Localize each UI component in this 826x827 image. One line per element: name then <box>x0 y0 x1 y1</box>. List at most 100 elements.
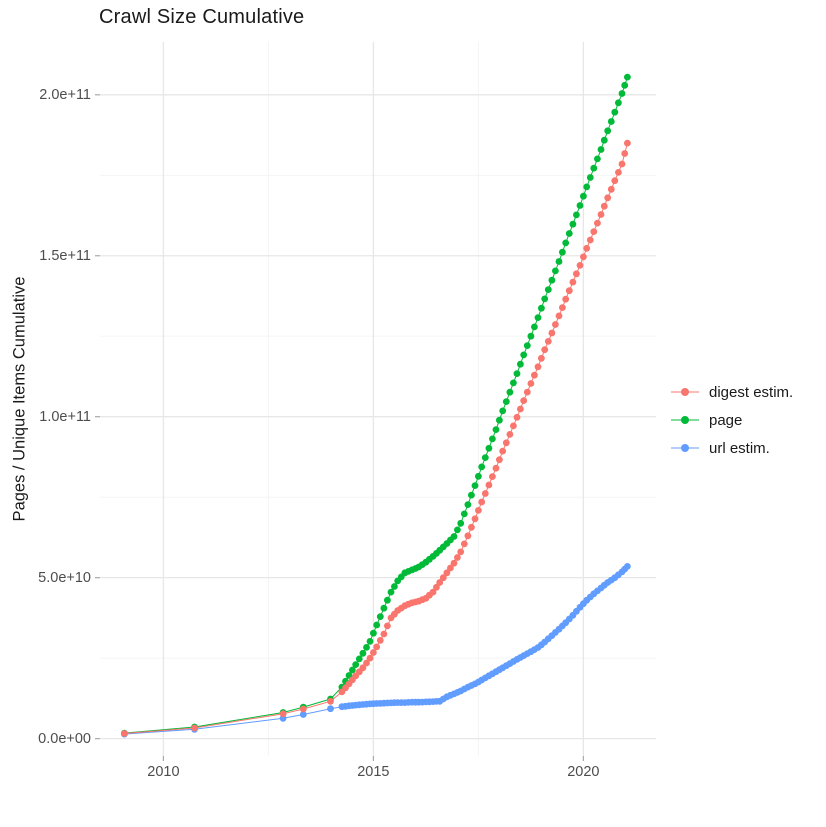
data-point <box>355 655 363 663</box>
data-point <box>590 164 598 172</box>
y-tick-label: 0.0e+00 <box>38 730 91 747</box>
data-point <box>475 507 482 514</box>
data-point <box>485 481 493 489</box>
data-point <box>475 472 482 480</box>
data-point <box>499 407 507 415</box>
data-point <box>624 563 631 570</box>
data-point <box>391 583 398 590</box>
data-point <box>611 108 619 116</box>
data-point <box>443 569 451 577</box>
data-point <box>492 464 500 472</box>
legend: digest estim. page url estim. <box>670 378 793 462</box>
legend-key-dot <box>681 388 689 396</box>
data-point <box>499 447 507 455</box>
data-point <box>586 236 594 244</box>
x-tick-label: 2020 <box>567 764 600 780</box>
data-point <box>531 323 538 331</box>
data-point <box>380 604 388 612</box>
data-point <box>191 724 198 732</box>
data-point <box>481 490 489 497</box>
data-point <box>538 354 545 362</box>
data-point <box>534 363 542 371</box>
data-point <box>513 370 521 377</box>
legend-key-dot <box>681 416 689 424</box>
data-point <box>621 81 629 89</box>
data-point <box>502 439 510 447</box>
data-point <box>562 295 570 303</box>
data-point <box>370 629 377 637</box>
data-point <box>531 371 538 379</box>
data-point <box>615 169 622 176</box>
data-point <box>594 155 601 163</box>
data-point <box>373 643 381 651</box>
data-point <box>384 596 391 604</box>
data-point <box>600 202 608 210</box>
data-point <box>604 194 612 202</box>
data-point <box>457 519 465 527</box>
data-point <box>562 239 570 247</box>
data-point <box>279 710 287 718</box>
data-point <box>513 413 521 421</box>
data-point <box>121 730 128 737</box>
data-point <box>370 649 377 656</box>
data-point <box>624 73 631 81</box>
data-point <box>569 278 577 286</box>
data-point <box>583 244 591 252</box>
data-point <box>576 202 584 209</box>
legend-label-url-estim: url estim. <box>709 439 770 457</box>
data-point <box>576 262 584 269</box>
y-tick-label: 1.0e+11 <box>39 408 91 425</box>
series-line <box>124 76 628 734</box>
y-tick-label: 2.0e+11 <box>39 86 91 103</box>
data-point <box>496 456 503 464</box>
data-point <box>604 127 612 135</box>
data-point <box>618 90 626 97</box>
data-point <box>363 644 370 651</box>
data-point <box>387 588 395 596</box>
data-point <box>373 621 381 629</box>
data-point <box>538 304 545 312</box>
data-point <box>439 574 447 582</box>
data-point <box>618 160 626 168</box>
data-point <box>478 498 486 506</box>
data-point <box>600 136 608 144</box>
data-point <box>607 185 615 193</box>
data-point <box>520 397 528 404</box>
data-point <box>492 426 500 433</box>
data-point <box>580 192 587 200</box>
data-point <box>548 276 556 284</box>
data-point <box>517 360 524 368</box>
legend-key-dot <box>681 444 689 452</box>
legend-item-url-estim: url estim. <box>670 434 793 462</box>
data-point <box>380 630 388 638</box>
data-point <box>450 559 458 567</box>
data-point <box>349 666 356 674</box>
data-point <box>559 248 566 256</box>
page-key-icon <box>671 416 699 424</box>
series-page <box>121 73 631 737</box>
data-point <box>366 638 374 645</box>
url-estim-key-icon <box>671 444 699 452</box>
data-point <box>384 622 391 630</box>
data-point <box>366 654 374 662</box>
data-point <box>541 346 549 354</box>
data-point <box>468 491 475 499</box>
chart-title: Crawl Size Cumulative <box>99 6 305 28</box>
data-point <box>460 540 468 548</box>
data-point <box>597 146 605 153</box>
data-point <box>359 664 367 672</box>
data-point <box>352 661 360 668</box>
data-point <box>433 583 440 591</box>
legend-label-page: page <box>709 411 743 429</box>
data-point <box>597 211 605 218</box>
data-point <box>517 405 524 413</box>
data-point <box>454 554 461 561</box>
data-point <box>583 183 591 191</box>
series-url-estim <box>121 563 631 738</box>
data-point <box>489 435 496 443</box>
data-point <box>450 533 458 540</box>
data-point <box>565 287 573 295</box>
data-point <box>569 220 577 228</box>
legend-item-page: page <box>670 406 793 434</box>
data-point <box>327 697 334 705</box>
